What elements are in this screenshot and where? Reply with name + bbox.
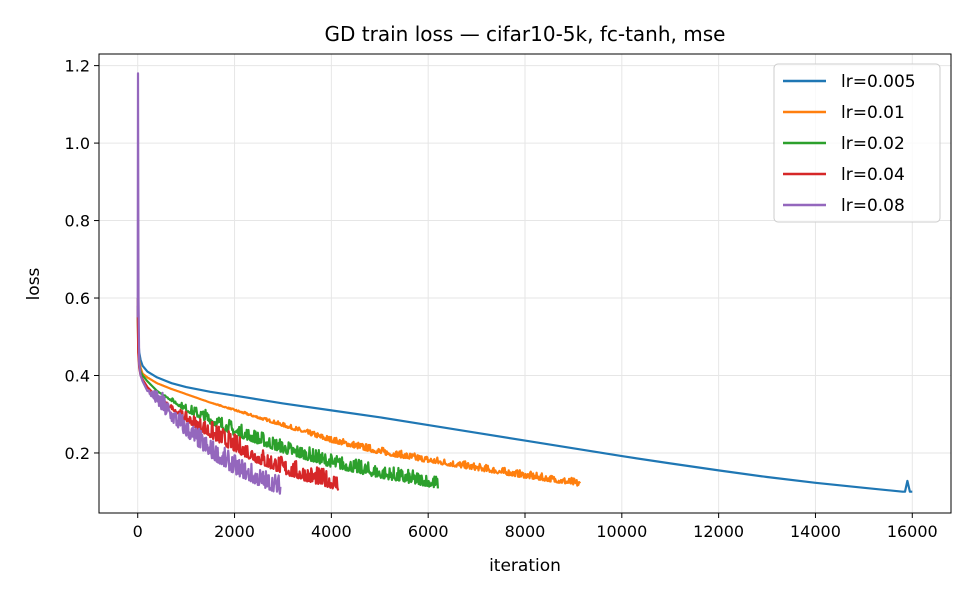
y-tick-label: 0.6 <box>65 289 90 308</box>
x-tick-label: 14000 <box>790 522 841 541</box>
y-tick-label: 1.0 <box>65 134 90 153</box>
legend-label: lr=0.01 <box>841 103 905 123</box>
x-tick-label: 16000 <box>887 522 938 541</box>
x-axis-label: iteration <box>489 556 561 576</box>
axis-ticks: 0 2000 4000 6000 8000 10000 12000 14000 16000 0.2… <box>65 57 938 541</box>
legend-label: lr=0.005 <box>841 72 916 92</box>
x-tick-label: 12000 <box>693 522 744 541</box>
y-tick-label: 0.4 <box>65 366 90 385</box>
x-tick-label: 4000 <box>311 522 352 541</box>
y-tick-label: 0.2 <box>65 444 90 463</box>
series-line-lr-0-005 <box>136 297 913 493</box>
x-tick-label: 0 <box>133 522 143 541</box>
legend-label: lr=0.02 <box>841 134 905 154</box>
series-line-lr-0-01 <box>136 297 582 487</box>
x-tick-label: 10000 <box>596 522 647 541</box>
plot-area <box>136 72 913 495</box>
series-line-lr-0-04 <box>136 305 340 491</box>
y-tick-label: 1.2 <box>65 57 90 76</box>
y-axis-label: loss <box>24 267 44 300</box>
legend: lr=0.005 lr=0.01 lr=0.02 lr=0.04 lr=0.08 <box>773 63 941 223</box>
legend-label: lr=0.04 <box>841 165 905 185</box>
legend-label: lr=0.08 <box>841 196 905 216</box>
series-line-lr-0-02 <box>136 305 439 489</box>
y-tick-label: 0.8 <box>65 212 90 231</box>
x-tick-label: 2000 <box>214 522 255 541</box>
x-tick-label: 6000 <box>408 522 449 541</box>
chart-title: GD train loss — cifar10-5k, fc-tanh, mse <box>325 22 726 46</box>
legend-box <box>773 63 941 223</box>
x-tick-label: 8000 <box>505 522 546 541</box>
series-line-lr-0-08 <box>136 72 282 495</box>
